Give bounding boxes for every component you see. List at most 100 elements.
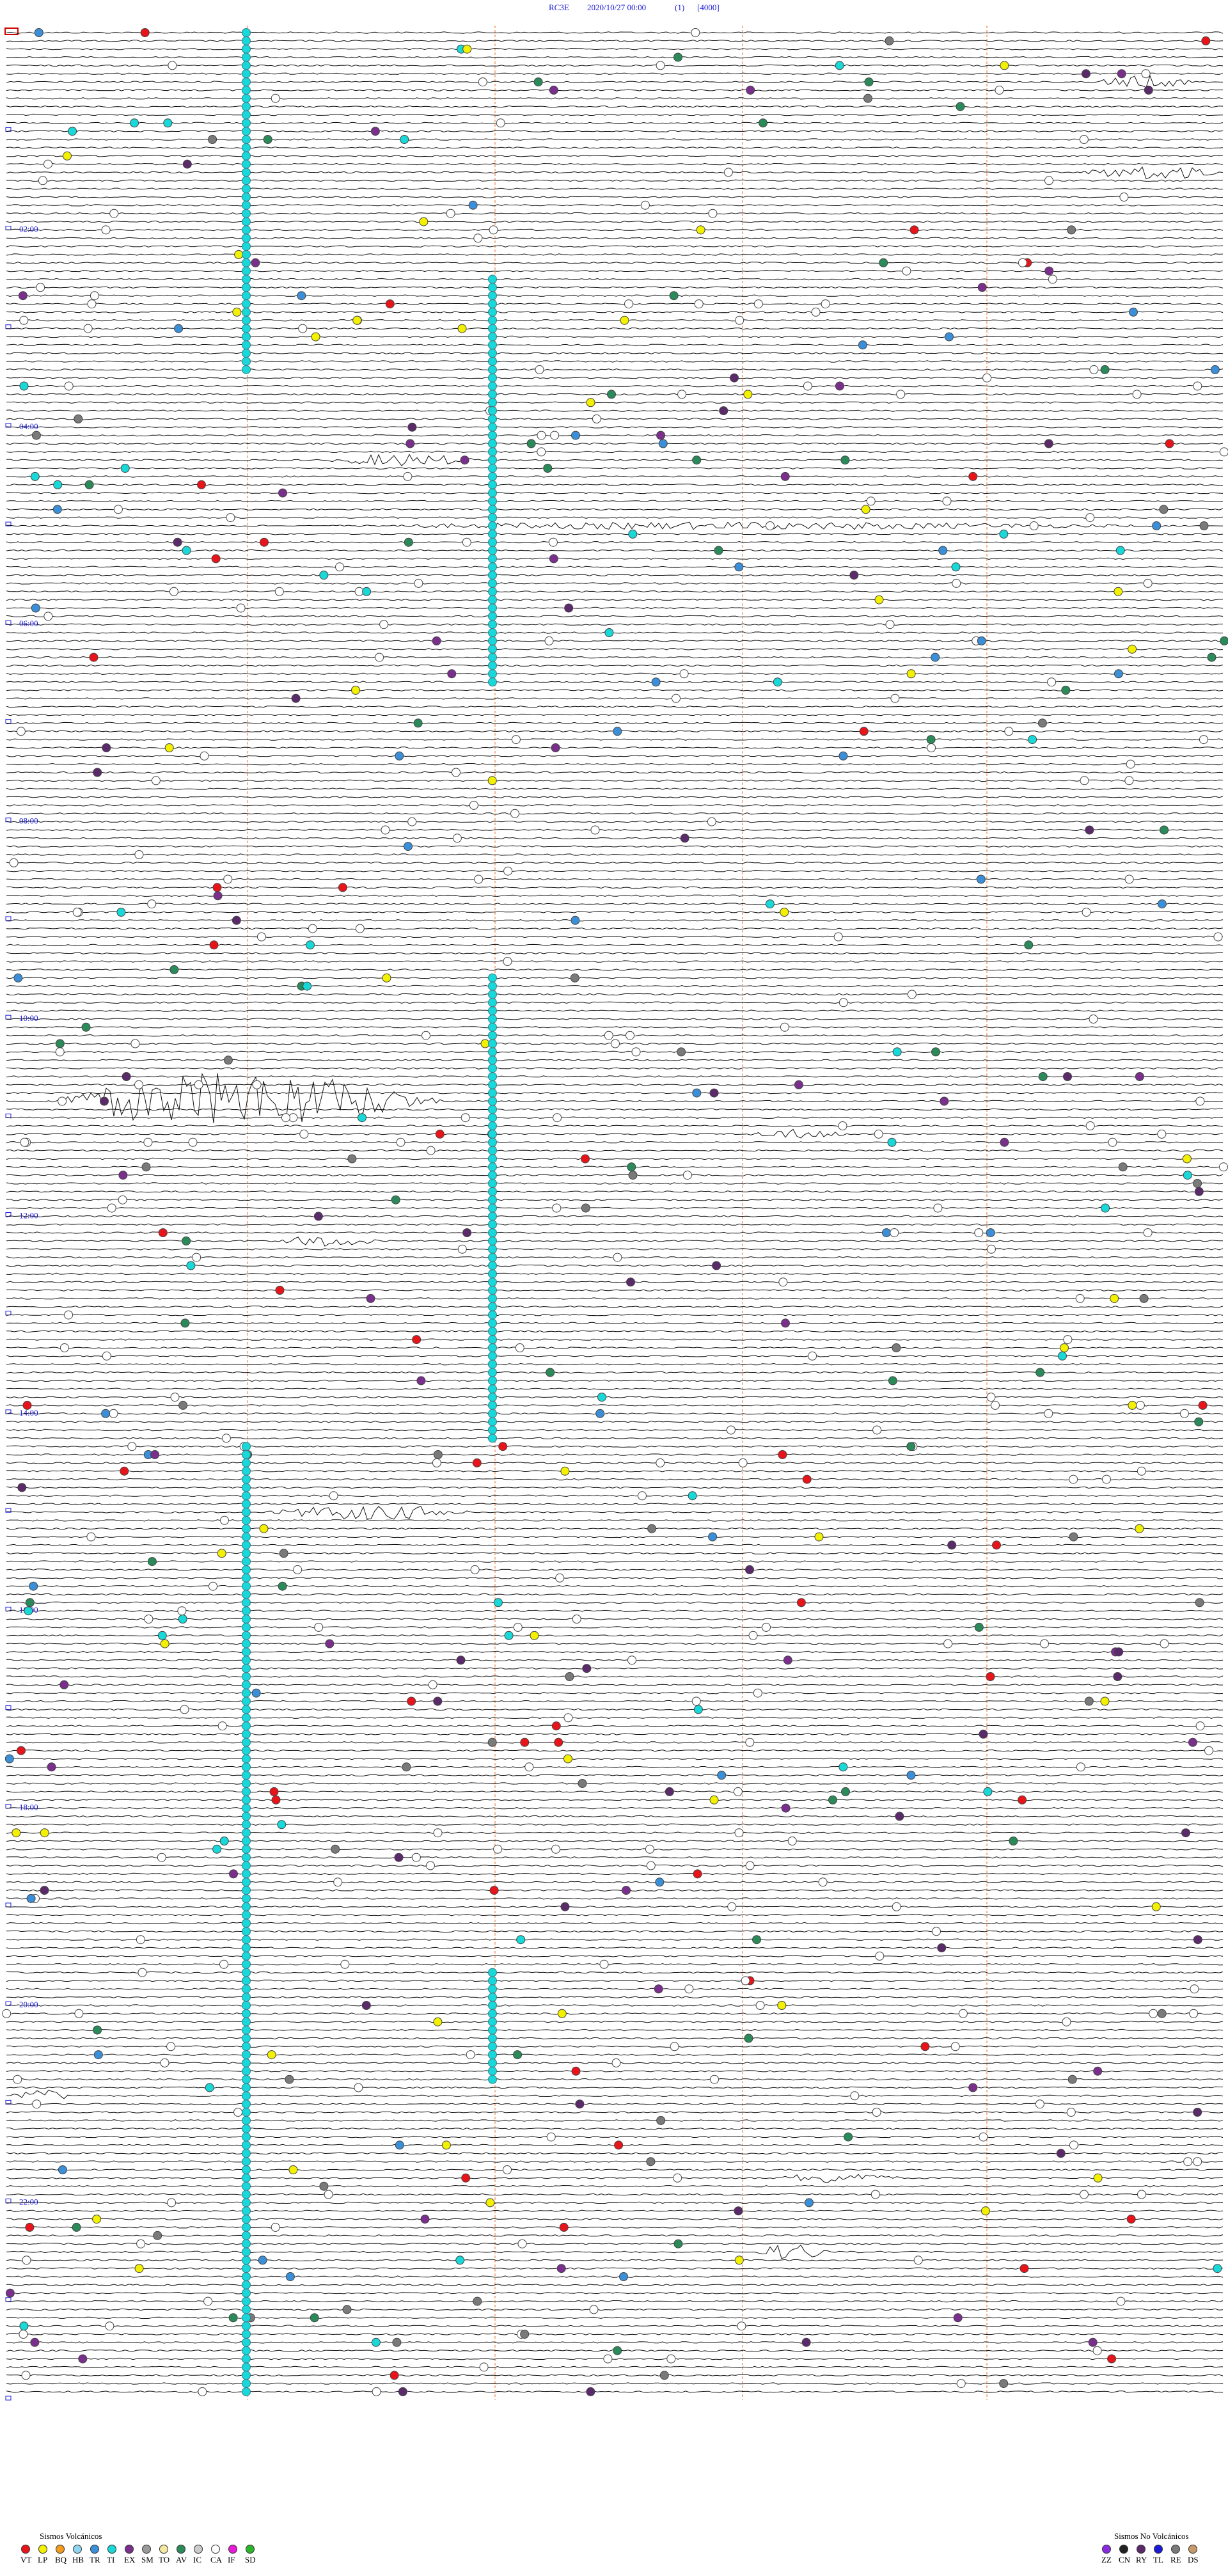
- event: [1118, 1162, 1128, 1172]
- event: [1190, 1984, 1199, 1994]
- event: [252, 1080, 262, 1089]
- event: [515, 1343, 524, 1352]
- event: [762, 1622, 771, 1632]
- event: [927, 743, 936, 752]
- event: [120, 1466, 129, 1476]
- trace: [6, 1906, 1224, 1908]
- event: [1157, 1129, 1167, 1139]
- event: [242, 1968, 251, 1977]
- event: [530, 1631, 539, 1640]
- trace: [6, 1897, 1224, 1900]
- event: [100, 1096, 109, 1106]
- event: [748, 1631, 758, 1640]
- trace: [6, 2089, 1224, 2099]
- trace: [6, 1577, 1224, 1579]
- event: [291, 693, 301, 703]
- trace: [6, 862, 1224, 864]
- legend-marker: [1102, 2545, 1111, 2554]
- trace: [6, 1569, 1224, 1571]
- event: [242, 52, 251, 62]
- event: [745, 1565, 754, 1574]
- event: [242, 1795, 251, 1805]
- event: [209, 940, 219, 950]
- event: [488, 1425, 497, 1435]
- event: [1038, 1072, 1048, 1081]
- event: [30, 2337, 40, 2347]
- event: [1066, 2108, 1076, 2117]
- event: [242, 2181, 251, 2191]
- trace: [6, 2103, 1224, 2105]
- trace: [6, 2234, 1224, 2237]
- event: [1088, 2337, 1098, 2347]
- event: [242, 332, 251, 342]
- trace: [6, 598, 1223, 601]
- event: [892, 1047, 902, 1057]
- event: [1124, 874, 1134, 884]
- event: [950, 2042, 960, 2051]
- event: [874, 1129, 883, 1139]
- event: [488, 1121, 497, 1131]
- event: [242, 209, 251, 218]
- event: [778, 1450, 787, 1459]
- event: [1047, 677, 1057, 687]
- event: [1024, 940, 1034, 950]
- event: [549, 554, 558, 564]
- trace: [6, 1272, 1224, 1276]
- event: [1183, 2157, 1193, 2167]
- event: [127, 1442, 137, 1451]
- event: [242, 2321, 251, 2331]
- trace: [6, 2111, 1224, 2114]
- trace: [6, 984, 1223, 988]
- hour-marker: [5, 2099, 12, 2105]
- trace: [6, 204, 1224, 207]
- event: [1080, 2190, 1089, 2199]
- trace: [6, 130, 1224, 132]
- event: [1018, 258, 1027, 267]
- trace: [6, 516, 1224, 519]
- trace: [6, 1453, 1224, 1456]
- event: [26, 1893, 36, 1903]
- event: [488, 480, 497, 489]
- trace: [6, 2292, 1224, 2295]
- event: [242, 135, 251, 145]
- trace: [6, 968, 1224, 971]
- event: [513, 1622, 523, 1632]
- event: [488, 1039, 497, 1048]
- event: [242, 1524, 251, 1533]
- trace: [6, 138, 1224, 141]
- trace: [6, 2193, 1224, 2196]
- event: [581, 1154, 590, 1164]
- event: [1160, 825, 1169, 835]
- event: [358, 1113, 366, 1123]
- event: [217, 1721, 227, 1731]
- legend-marker: [228, 2545, 237, 2554]
- event: [896, 390, 906, 399]
- trace: [6, 1675, 1224, 1678]
- trace: [6, 40, 1224, 42]
- event: [242, 1598, 251, 1608]
- event: [242, 1483, 251, 1492]
- event: [150, 1450, 160, 1459]
- trace: [6, 845, 1224, 848]
- trace: [6, 475, 1224, 478]
- event: [733, 1787, 743, 1796]
- trace: [6, 1889, 1224, 1892]
- event: [416, 1376, 426, 1386]
- event: [19, 2330, 28, 2339]
- event: [242, 2149, 251, 2158]
- event: [1213, 932, 1223, 942]
- event: [986, 1393, 996, 1402]
- event: [192, 1252, 201, 1262]
- event: [1067, 2074, 1077, 2084]
- event: [167, 2198, 177, 2208]
- trace: [6, 2174, 1224, 2183]
- trace: [6, 755, 1224, 757]
- event: [1060, 1343, 1069, 1352]
- event: [242, 1820, 251, 1829]
- event: [613, 727, 622, 736]
- event: [604, 628, 614, 637]
- event: [488, 1162, 497, 1172]
- event: [488, 529, 497, 539]
- event: [242, 1688, 251, 1698]
- event: [1193, 381, 1202, 391]
